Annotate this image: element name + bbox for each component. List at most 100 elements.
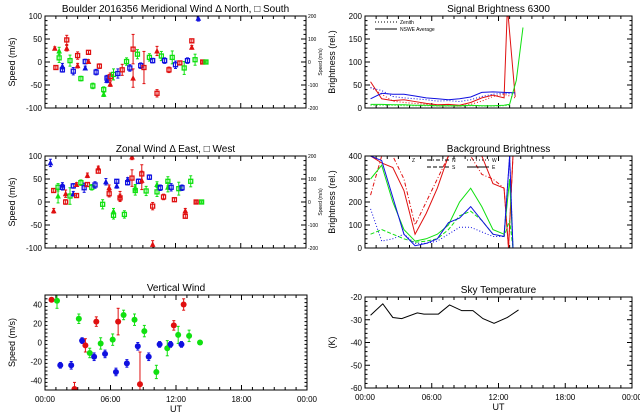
data-point [114, 178, 120, 184]
data-point [115, 307, 122, 336]
data-point [78, 75, 84, 82]
square-marker [117, 195, 123, 201]
data-point [193, 199, 199, 205]
square-marker [193, 199, 199, 205]
data-point [91, 352, 98, 362]
square-marker [81, 185, 87, 191]
sky-temperature-panel: Sky Temperature (K) 00:00 06:00 12:00 18:00 00… [327, 285, 640, 412]
square-marker [171, 197, 178, 203]
data-point [82, 338, 89, 353]
legend-label: S [452, 165, 456, 171]
y-tick-label: -60 [350, 384, 362, 393]
data-point [157, 184, 163, 191]
triangle-marker [195, 16, 202, 21]
data-point [110, 211, 117, 220]
y-axis-label: (K) [327, 337, 337, 349]
data-point [169, 50, 175, 65]
square-marker [84, 181, 91, 188]
y2-tick-label: 0 [308, 60, 311, 66]
data-point [92, 181, 98, 189]
x-tick-label: 18:00 [231, 395, 252, 404]
y-tick-label: -100 [26, 244, 43, 253]
data-point [181, 61, 187, 75]
data-point [64, 34, 70, 46]
data-point [55, 183, 61, 192]
data-point [82, 64, 89, 71]
data-point [47, 158, 54, 168]
data-point [167, 341, 174, 348]
triangle-marker [104, 77, 110, 83]
data-point [143, 185, 149, 197]
square-marker [106, 191, 112, 197]
square-marker [95, 168, 101, 174]
y2-tick-label: -200 [308, 246, 318, 252]
data-point [115, 68, 121, 79]
legend-label: E [492, 165, 496, 171]
square-marker [150, 203, 156, 209]
dot-marker [54, 297, 61, 304]
square-marker [132, 187, 138, 194]
square-marker [134, 51, 141, 57]
y-tick-label: -50 [30, 221, 42, 230]
y-tick-label: 20 [33, 320, 42, 329]
data-point [131, 313, 138, 326]
square-marker [93, 69, 99, 75]
y-tick-label: 200 [349, 198, 363, 207]
data-point [73, 192, 80, 199]
series-line [370, 104, 510, 107]
data-point [74, 62, 81, 69]
dot-marker [48, 296, 55, 303]
data-point [198, 199, 205, 205]
triangle-marker [103, 178, 109, 185]
data-point [203, 59, 209, 65]
data-point [135, 178, 142, 185]
data-point [171, 197, 178, 203]
y-tick-label: -40 [30, 377, 42, 386]
data-point [141, 324, 148, 338]
data-point [182, 213, 188, 219]
data-point [63, 44, 70, 52]
dot-marker [153, 368, 160, 375]
data-point [54, 295, 61, 309]
data-point [85, 58, 92, 65]
plot-frame [44, 15, 307, 109]
dot-marker [102, 350, 109, 357]
y2-tick-label: 200 [308, 154, 317, 160]
y-tick-label: -100 [26, 104, 43, 113]
data-point [86, 347, 93, 359]
triangle-marker [82, 64, 89, 71]
data-point [192, 53, 198, 66]
triangle-marker [85, 58, 92, 65]
data-point [153, 364, 160, 380]
y-axis-label: Brightness (rel.) [327, 170, 337, 234]
x-tick-label: 12:00 [488, 393, 509, 402]
x-tick-label: 18:00 [555, 393, 576, 402]
y-tick-label: 0 [38, 339, 43, 348]
chart-title: Background Brightness [447, 144, 550, 155]
y-tick-label: -50 [350, 361, 362, 370]
data-point [182, 207, 189, 214]
square-marker [119, 67, 125, 73]
square-marker [56, 55, 62, 61]
square-marker [127, 65, 133, 71]
chart-title: Signal Brightness 6300 [447, 4, 550, 15]
data-point [103, 178, 109, 186]
data-point [63, 199, 69, 205]
data-point [186, 329, 193, 343]
legend-label: NSWE Average [400, 27, 435, 33]
square-marker [184, 57, 191, 64]
triangle-marker [51, 45, 58, 51]
data-point [106, 190, 112, 198]
x-tick-label: 00:00 [35, 395, 56, 404]
square-marker [203, 59, 209, 65]
square-marker [169, 54, 175, 61]
y-tick-label: 100 [349, 58, 363, 67]
data-point [112, 367, 119, 377]
legend-label: Zenith [400, 20, 414, 26]
dot-marker [82, 342, 89, 349]
plot-area [51, 16, 209, 98]
data-point [109, 333, 116, 346]
data-point [184, 57, 191, 64]
data-point [177, 60, 183, 66]
data-point [160, 193, 167, 201]
